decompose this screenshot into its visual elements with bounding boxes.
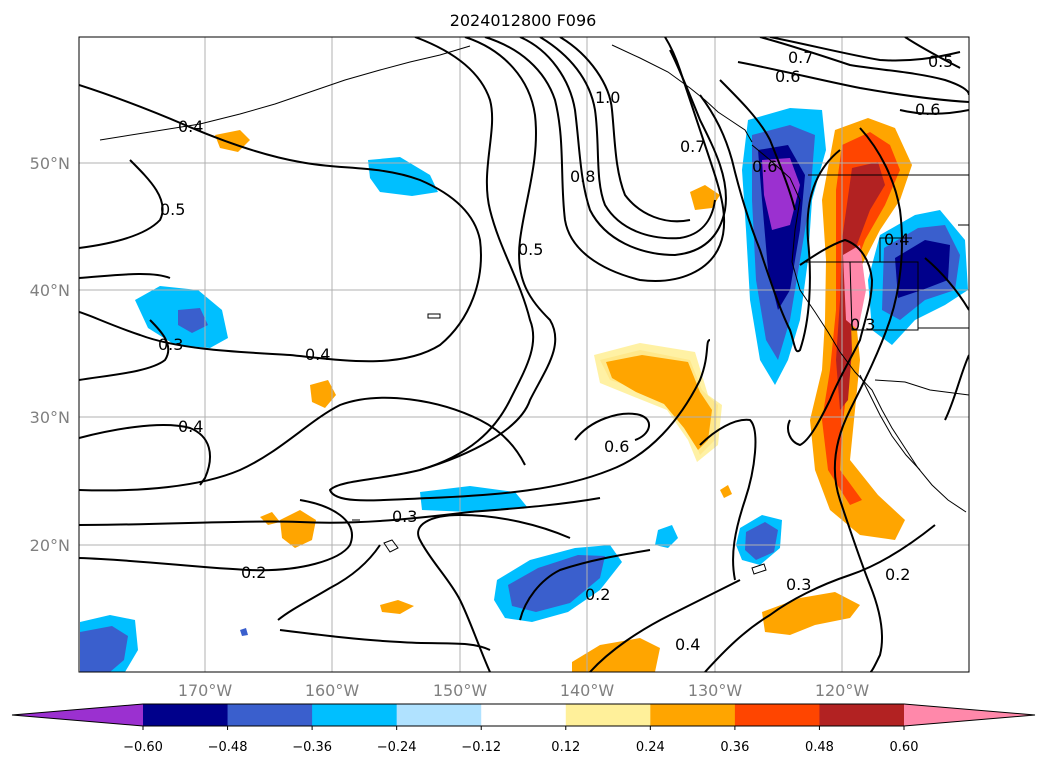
contour-label: 0.3 — [158, 335, 183, 354]
colorbar-swatch — [312, 704, 398, 726]
lat-label: 40°N — [30, 281, 70, 300]
lon-label: 150°W — [433, 681, 488, 700]
contour-label: 0.4 — [305, 345, 330, 364]
contour-label: 0.4 — [178, 117, 203, 136]
colorbar-tick-label: −0.12 — [461, 740, 501, 755]
map-title: 2024012800 F096 — [450, 11, 597, 30]
contour-label: 0.2 — [885, 565, 910, 584]
contour-label: 0.4 — [178, 417, 203, 436]
colorbar-tick-label: −0.24 — [377, 740, 417, 755]
contour-label: 0.2 — [241, 563, 266, 582]
contour-label-group: 0.4 0.5 0.3 0.4 0.4 0.2 0.3 0.5 0.8 1.0 … — [158, 48, 953, 654]
colorbar-swatch — [650, 704, 736, 726]
contour-label: 0.6 — [752, 157, 777, 176]
colorbar-extend-high — [904, 704, 1035, 726]
lon-label: 120°W — [815, 681, 870, 700]
contour-label: 0.7 — [680, 137, 705, 156]
contour-label: 0.3 — [786, 575, 811, 594]
lon-label: 140°W — [560, 681, 615, 700]
colorbar-tick-label: 0.24 — [636, 740, 665, 755]
contour-label: 0.6 — [604, 437, 629, 456]
contour-label: 0.3 — [392, 507, 417, 526]
contour-label: 0.3 — [850, 315, 875, 334]
contour-label: 0.4 — [675, 635, 700, 654]
contour-label: 0.2 — [585, 585, 610, 604]
plot-area — [79, 37, 969, 672]
contour-lines — [79, 37, 969, 672]
longitude-labels: 170°W 160°W 150°W 140°W 130°W 120°W — [178, 681, 870, 700]
contour-label: 0.5 — [160, 200, 185, 219]
coastlines — [99, 44, 969, 575]
colorbar-tick-label: 0.48 — [805, 740, 834, 755]
contour-label: 0.6 — [775, 67, 800, 86]
contour-label: 0.4 — [884, 230, 909, 249]
lon-label: 170°W — [178, 681, 233, 700]
colorbar-tick-label: 0.36 — [720, 740, 749, 755]
colorbar-tick-label: −0.60 — [123, 740, 163, 755]
lat-label: 20°N — [30, 536, 70, 555]
lat-label: 30°N — [30, 408, 70, 427]
contour-label: 0.7 — [788, 48, 813, 67]
colorbar-tick-label: 0.12 — [551, 740, 580, 755]
contour-label: 0.8 — [570, 167, 595, 186]
lon-label: 160°W — [305, 681, 360, 700]
lat-label: 50°N — [30, 154, 70, 173]
lon-label: 130°W — [688, 681, 743, 700]
colorbar-swatch — [143, 704, 229, 726]
contour-label: 0.6 — [915, 100, 940, 119]
contour-label: 0.5 — [928, 52, 953, 71]
colorbar-swatch — [227, 704, 313, 726]
contour-label: 1.0 — [595, 88, 620, 107]
latitude-labels: 50°N 40°N 30°N 20°N — [30, 154, 70, 555]
colorbar-tick-label: 0.60 — [890, 740, 919, 755]
colorbar-swatch — [481, 704, 567, 726]
colorbar-swatch — [396, 704, 482, 726]
colorbar: −0.60 −0.48 −0.36 −0.24 −0.12 0.12 0.24 0.36 0.4… — [11, 703, 1036, 755]
colorbar-swatch — [819, 704, 905, 726]
colorbar-tick-label: −0.36 — [292, 740, 332, 755]
colorbar-extend-low — [12, 704, 143, 726]
plot-frame — [78, 36, 970, 673]
colorbar-swatch — [565, 704, 651, 726]
colorbar-swatch — [734, 704, 820, 726]
colorbar-tick-label: −0.48 — [208, 740, 248, 755]
contour-label: 0.5 — [518, 240, 543, 259]
